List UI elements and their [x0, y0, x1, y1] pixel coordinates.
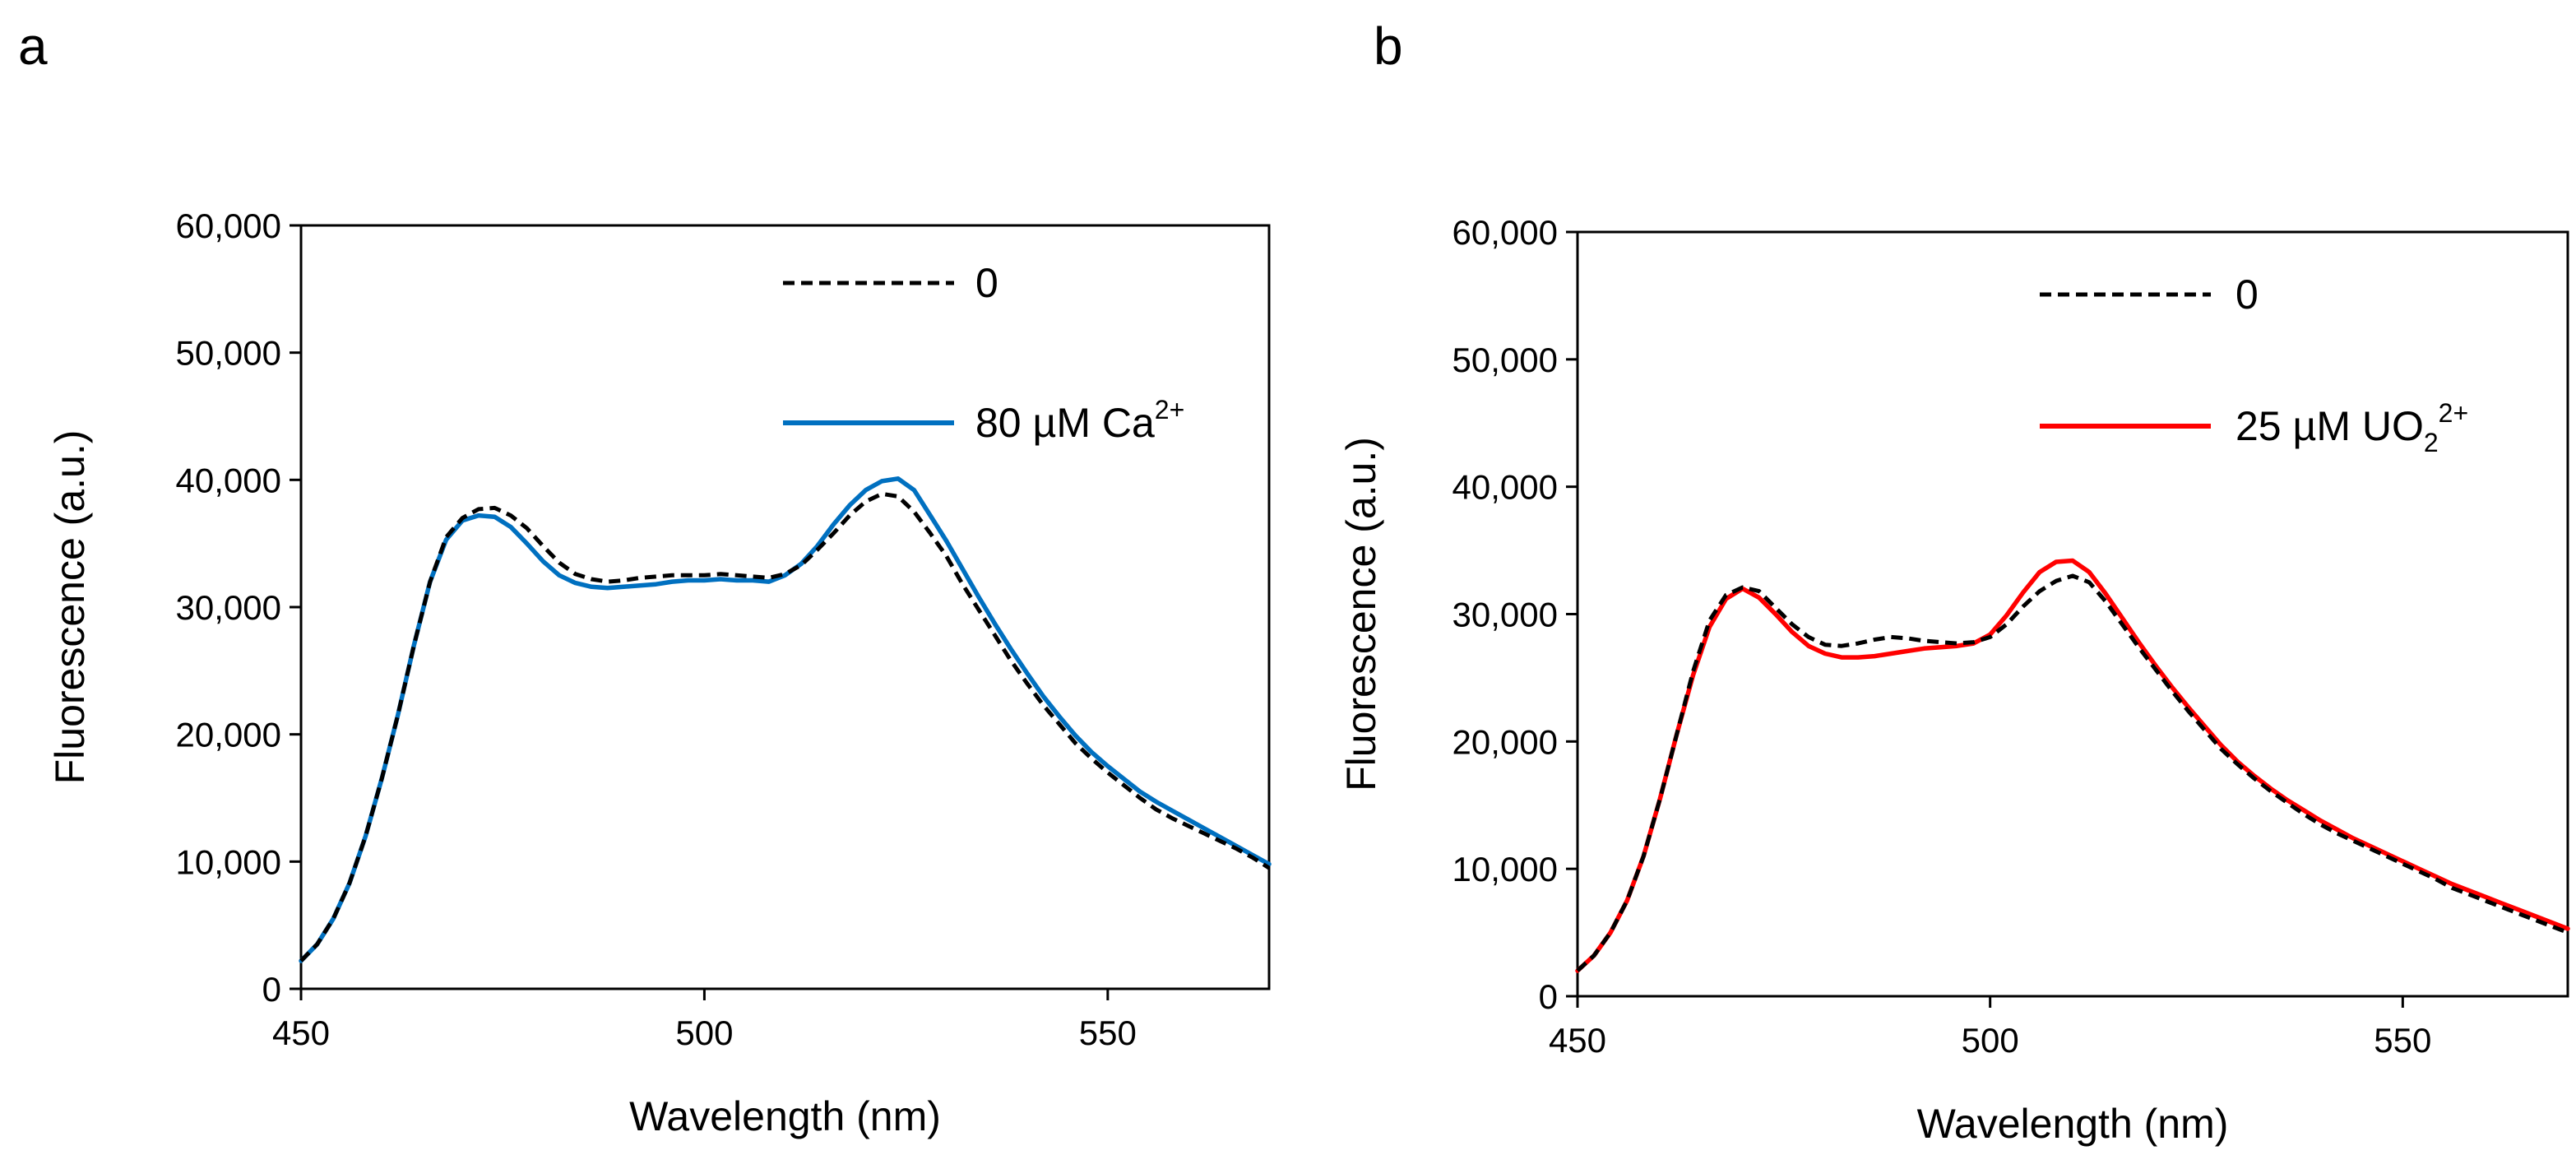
- x-axis-title: Wavelength (nm): [1917, 1101, 2229, 1147]
- x-tick-label: 450: [1549, 1021, 1606, 1060]
- series-line-treated: [299, 476, 1272, 963]
- y-tick-label: 10,000: [1452, 850, 1558, 888]
- y-tick-label: 0: [262, 970, 281, 1009]
- plot-frame: [1576, 230, 2569, 998]
- series-line-treated: [1575, 558, 2570, 973]
- series-line-control: [1576, 573, 2569, 972]
- legend-label: 80 µM Ca2+: [975, 395, 1184, 446]
- plot-frame: [299, 224, 1271, 990]
- y-tick-label: 50,000: [176, 334, 281, 373]
- legend-label-sup: 2+: [2439, 398, 2468, 428]
- y-tick-label: 40,000: [176, 461, 281, 499]
- x-tick-label: 550: [1079, 1014, 1137, 1052]
- panel-label: b: [1374, 16, 1403, 76]
- legend-label-sub: 2: [2424, 428, 2439, 457]
- legend-label-main: 0: [975, 260, 998, 306]
- x-tick-label: 550: [2374, 1021, 2431, 1060]
- legend-label-main: 0: [2235, 271, 2259, 318]
- y-tick-label: 20,000: [176, 716, 281, 754]
- y-tick-label: 60,000: [176, 206, 281, 245]
- x-tick-label: 500: [1962, 1021, 2019, 1060]
- y-tick-label: 10,000: [176, 842, 281, 881]
- legend-label-main: 80 µM Ca: [975, 400, 1155, 446]
- y-tick-label: 0: [1539, 977, 1558, 1016]
- panel-b: b 0 10,000 20,000 30,000 40,000 50,000 60,000 45…: [1338, 16, 2570, 1147]
- legend-label: 0: [2235, 271, 2259, 318]
- y-tick-label: 40,000: [1452, 468, 1558, 507]
- series-line-control: [299, 491, 1271, 962]
- legend-label-main: 25 µM UO: [2235, 403, 2424, 449]
- x-axis-title: Wavelength (nm): [629, 1093, 941, 1139]
- y-tick-label: 30,000: [176, 588, 281, 627]
- legend-label: 0: [975, 260, 998, 306]
- y-tick-label: 20,000: [1452, 722, 1558, 761]
- legend-label: 25 µM UO22+: [2235, 398, 2468, 457]
- panel-label: a: [18, 16, 48, 76]
- y-axis-title: Fluorescence (a.u.): [47, 430, 93, 785]
- y-axis-title: Fluorescence (a.u.): [1338, 437, 1384, 791]
- legend-label-sup: 2+: [1155, 395, 1184, 424]
- y-tick-label: 30,000: [1452, 596, 1558, 634]
- panel-a: a 0 10,000 20,000 30,000 40,000 50,000 60,000 45…: [18, 16, 1272, 1139]
- x-tick-label: 450: [272, 1014, 330, 1052]
- y-tick-label: 50,000: [1452, 341, 1558, 379]
- y-tick-label: 60,000: [1452, 213, 1558, 252]
- x-tick-label: 500: [675, 1014, 733, 1052]
